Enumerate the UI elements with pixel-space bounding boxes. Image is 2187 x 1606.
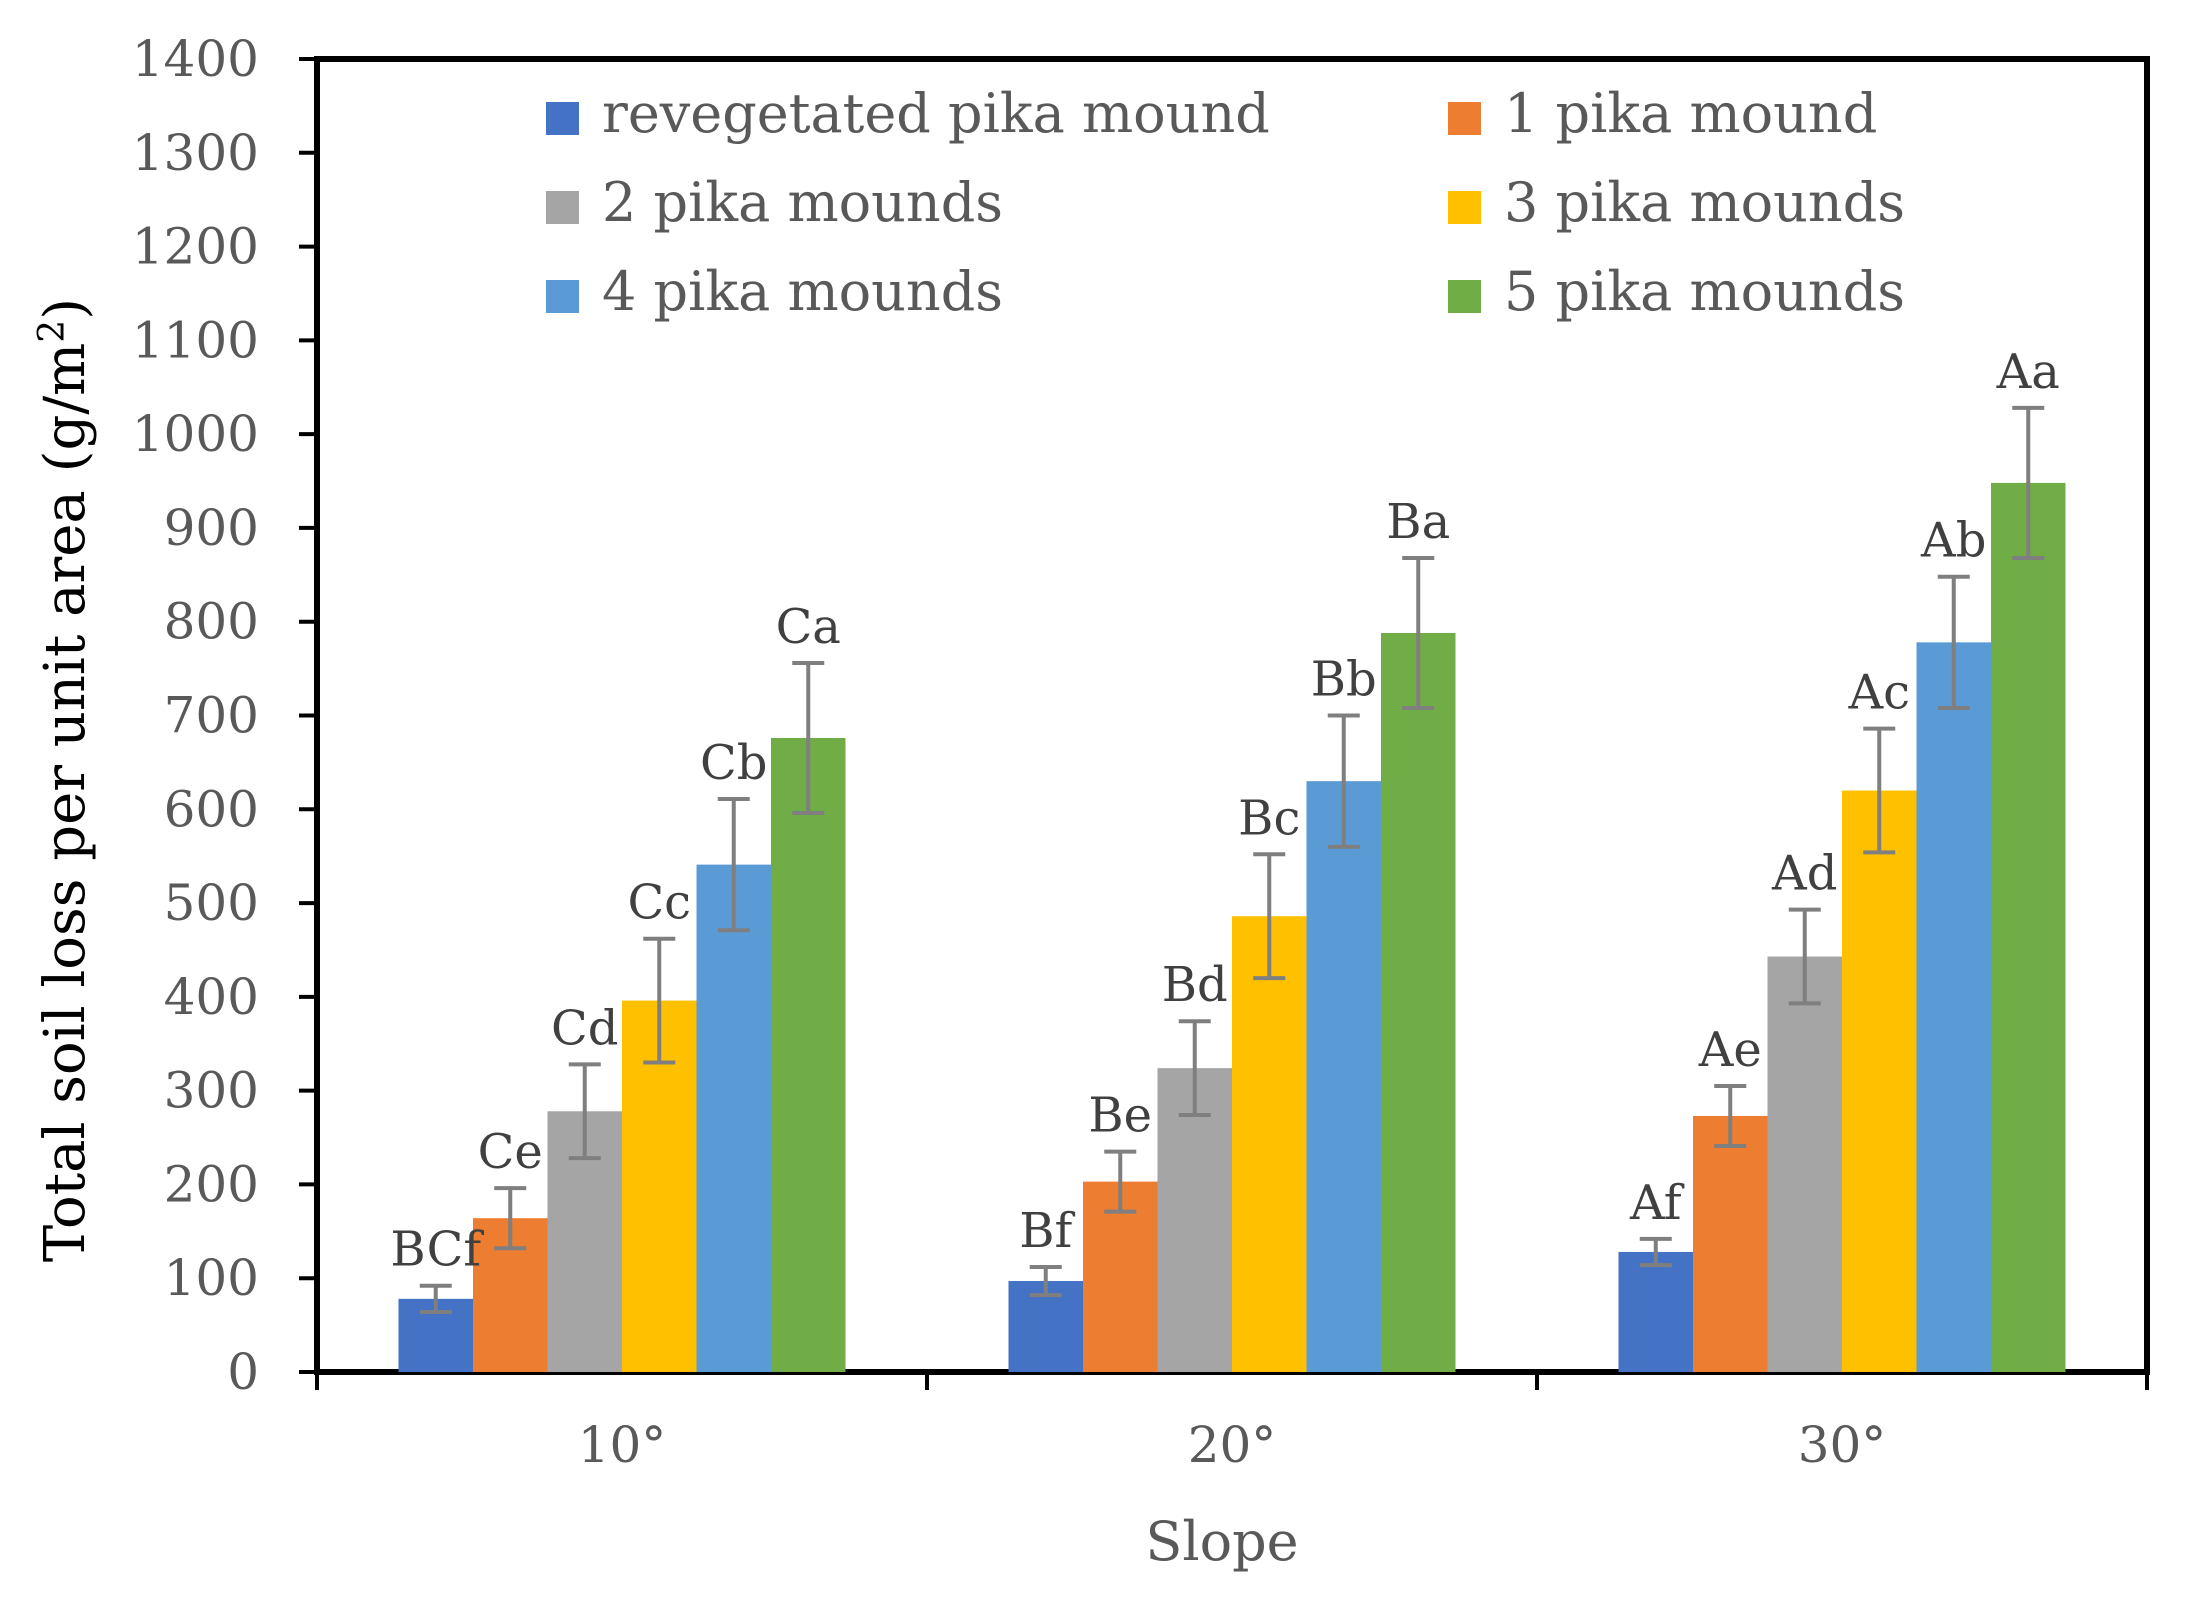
x-tick-label: 10° xyxy=(578,1416,667,1474)
x-tick-label: 20° xyxy=(1188,1416,1277,1474)
x-tick-label: 30° xyxy=(1798,1416,1887,1474)
y-axis-title-main: Total soil loss per unit area (g/m xyxy=(33,343,98,1262)
data-label: Ba xyxy=(1386,494,1450,550)
y-tick-label: 1400 xyxy=(132,30,259,88)
legend-swatch xyxy=(1448,191,1481,224)
y-tick-label: 1000 xyxy=(132,405,259,463)
legend-label: 1 pika mound xyxy=(1504,82,1877,145)
y-tick-label: 500 xyxy=(164,874,259,932)
error-bars xyxy=(419,405,2045,1314)
legend-swatch xyxy=(546,280,579,313)
data-label: Be xyxy=(1088,1088,1152,1144)
data-label: Ad xyxy=(1771,846,1837,902)
bar xyxy=(1157,1068,1232,1372)
data-label: Bf xyxy=(1019,1203,1075,1259)
bar xyxy=(771,738,846,1372)
y-tick-label: 300 xyxy=(164,1062,259,1120)
bar xyxy=(1842,790,1917,1372)
data-label: Ca xyxy=(776,599,841,655)
legend-label: 3 pika mounds xyxy=(1504,171,1905,234)
data-labels: BCf Bf Af Ce Be Ae Cd Bd Ad Cc Bc Ac Cb Bb Ab Ca Ba Aa xyxy=(390,344,2059,1278)
data-label: Bb xyxy=(1311,652,1377,708)
y-tick-label: 800 xyxy=(164,593,259,651)
y-tick-label: 100 xyxy=(164,1249,259,1307)
bar xyxy=(1381,632,1456,1372)
legend: revegetated pika mound 1 pika mound 2 pika… xyxy=(546,82,1905,323)
data-label: Af xyxy=(1629,1175,1685,1231)
data-label: Ac xyxy=(1847,665,1910,721)
data-label: Bd xyxy=(1162,957,1228,1013)
legend-swatch xyxy=(546,191,579,224)
data-label: Cd xyxy=(551,1000,618,1056)
bar xyxy=(1916,642,1991,1372)
legend-label: 4 pika mounds xyxy=(602,260,1003,323)
bars xyxy=(398,482,2066,1372)
bar xyxy=(1232,916,1307,1372)
bar xyxy=(1306,781,1381,1372)
data-label: Ab xyxy=(1920,513,1986,569)
x-axis: 10° 20° 30° xyxy=(315,1372,2149,1474)
legend-swatch xyxy=(1448,280,1481,313)
data-label: Bc xyxy=(1238,790,1300,846)
legend-swatch xyxy=(546,102,579,135)
data-label: Ce xyxy=(478,1124,543,1180)
legend-label: 5 pika mounds xyxy=(1504,260,1905,323)
bar xyxy=(696,864,771,1372)
data-label: Cb xyxy=(700,735,767,791)
y-tick-label: 0 xyxy=(227,1343,259,1401)
y-axis: 0 100 200 300 400 500 600 700 800 900 1000 1100 1200… xyxy=(132,30,317,1401)
y-tick-label: 1300 xyxy=(132,124,259,182)
y-axis-title-close: ) xyxy=(33,298,98,320)
data-label: Ae xyxy=(1698,1022,1762,1078)
y-tick-label: 200 xyxy=(164,1155,259,1213)
y-tick-label: 400 xyxy=(164,968,259,1026)
y-tick-label: 900 xyxy=(164,499,259,557)
bar xyxy=(1693,1115,1768,1372)
legend-label: revegetated pika mound xyxy=(602,82,1270,145)
legend-swatch xyxy=(1448,102,1481,135)
y-tick-label: 600 xyxy=(164,780,259,838)
data-label: BCf xyxy=(390,1222,484,1278)
y-axis-title: Total soil loss per unit area (g/m2) xyxy=(32,298,98,1262)
x-axis-title: Slope xyxy=(1145,1510,1298,1573)
bar xyxy=(1618,1251,1693,1372)
bar xyxy=(1767,956,1842,1372)
data-label: Aa xyxy=(1996,344,2060,400)
y-tick-label: 1200 xyxy=(132,218,259,276)
data-label: Cc xyxy=(627,875,691,931)
y-tick-label: 700 xyxy=(164,687,259,745)
y-tick-label: 1100 xyxy=(132,311,259,369)
bar xyxy=(1991,482,2066,1372)
y-axis-title-sup: 2 xyxy=(32,320,73,343)
legend-label: 2 pika mounds xyxy=(602,171,1003,234)
